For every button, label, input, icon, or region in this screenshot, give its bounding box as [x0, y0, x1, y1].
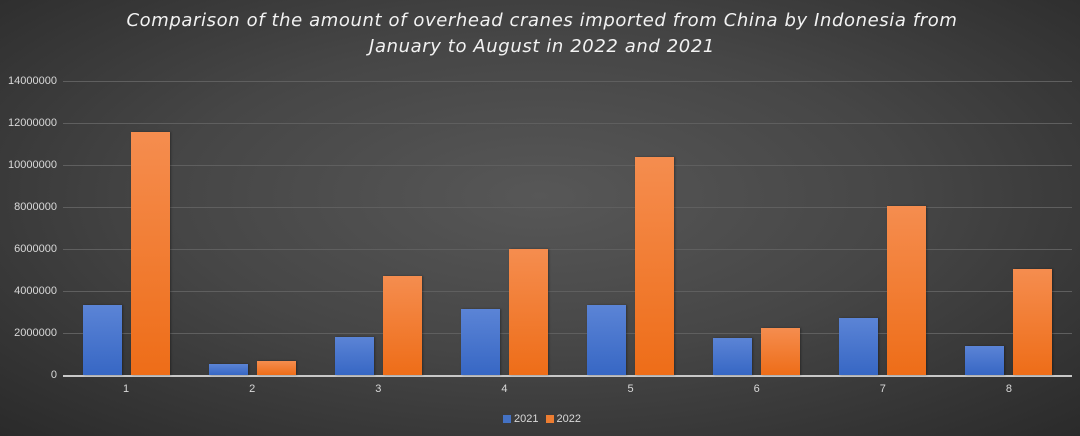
bar-2021-7[interactable] [839, 318, 879, 375]
x-axis-line [63, 375, 1072, 377]
bar-2021-3[interactable] [334, 337, 374, 375]
bar-2021-4[interactable] [460, 309, 500, 375]
legend-label-2021: 2021 [513, 413, 539, 425]
bar-2021-6[interactable] [713, 338, 753, 375]
gridline [63, 291, 1072, 292]
gridline [63, 207, 1072, 208]
x-tick-label: 4 [501, 383, 508, 395]
gridline [63, 249, 1072, 250]
bar-2022-1[interactable] [130, 132, 170, 375]
y-tick-label: 6000000 [14, 243, 57, 255]
bar-2022-4[interactable] [508, 249, 548, 375]
gridline [63, 333, 1072, 334]
legend-item-2022[interactable]: 2022 [545, 413, 582, 425]
gridline [63, 165, 1072, 166]
legend-item-2021[interactable]: 2021 [502, 413, 539, 425]
y-tick-label: 10000000 [8, 159, 57, 171]
legend-swatch-2021 [502, 415, 511, 423]
bar-2022-7[interactable] [887, 205, 927, 375]
x-tick-label: 3 [375, 383, 382, 395]
gridline [63, 123, 1072, 124]
x-tick-label: 6 [753, 383, 760, 395]
gridline [63, 81, 1072, 82]
bar-2022-5[interactable] [635, 157, 675, 375]
chart-title-line-1: Comparison of the amount of overhead cra… [126, 10, 958, 31]
legend: 2021 2022 [0, 413, 1080, 426]
bar-2021-2[interactable] [208, 364, 248, 375]
x-tick-label: 7 [879, 383, 886, 395]
y-tick-label: 14000000 [8, 75, 57, 87]
y-tick-label: 8000000 [14, 201, 57, 213]
y-tick-label: 2000000 [14, 327, 57, 339]
bar-2021-1[interactable] [82, 305, 122, 375]
bar-2021-8[interactable] [965, 346, 1005, 375]
y-tick-label: 12000000 [8, 117, 57, 129]
chart-title: Comparison of the amount of overhead cra… [0, 8, 1080, 60]
x-tick-label: 8 [1005, 383, 1012, 395]
bar-2022-3[interactable] [382, 276, 422, 375]
x-tick-label: 5 [627, 383, 634, 395]
bar-2021-5[interactable] [587, 305, 627, 375]
y-tick-label: 0 [50, 369, 57, 381]
bar-2022-2[interactable] [256, 360, 296, 375]
chart-title-line-2: January to August in 2022 and 2021 [369, 36, 715, 57]
x-tick-label: 2 [249, 383, 256, 395]
bar-2022-8[interactable] [1013, 268, 1053, 375]
bar-2022-6[interactable] [761, 327, 801, 375]
legend-label-2022: 2022 [556, 413, 582, 425]
plot-area [63, 81, 1072, 377]
x-tick-label: 1 [123, 383, 130, 395]
y-tick-label: 4000000 [14, 285, 57, 297]
legend-swatch-2022 [545, 415, 554, 423]
